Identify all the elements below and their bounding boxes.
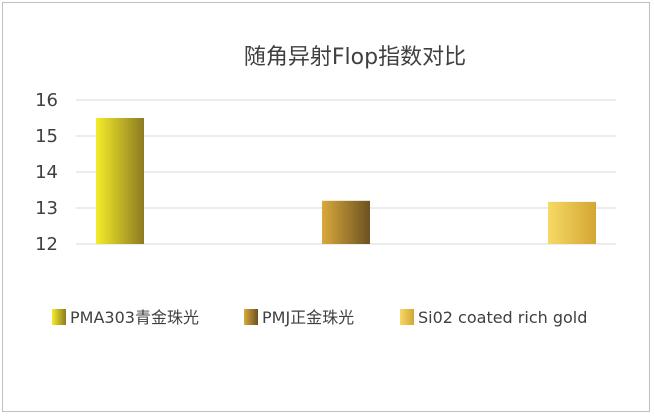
- legend-swatch: [244, 309, 258, 325]
- y-tick-label: 14: [35, 162, 58, 183]
- legend: PMA303青金珠光 PMJ正金珠光 Si02 coated rich gold: [52, 308, 587, 327]
- y-tick-label: 15: [35, 126, 58, 147]
- y-tick-label: 16: [35, 90, 58, 111]
- legend-swatch: [400, 309, 414, 325]
- legend-label: Si02 coated rich gold: [418, 308, 587, 327]
- legend-label: PMA303青金珠光: [70, 308, 199, 327]
- chart-title: 随角异射Flop指数对比: [244, 45, 466, 70]
- y-tick-label: 13: [35, 198, 58, 219]
- bar: [322, 200, 370, 244]
- legend-swatch: [52, 309, 66, 325]
- y-axis-ticks: 12 13 14 15 16: [35, 90, 58, 255]
- bar: [96, 118, 144, 244]
- y-tick-label: 12: [35, 234, 58, 255]
- bars: [96, 118, 596, 244]
- bar: [548, 201, 596, 244]
- legend-label: PMJ正金珠光: [262, 308, 354, 327]
